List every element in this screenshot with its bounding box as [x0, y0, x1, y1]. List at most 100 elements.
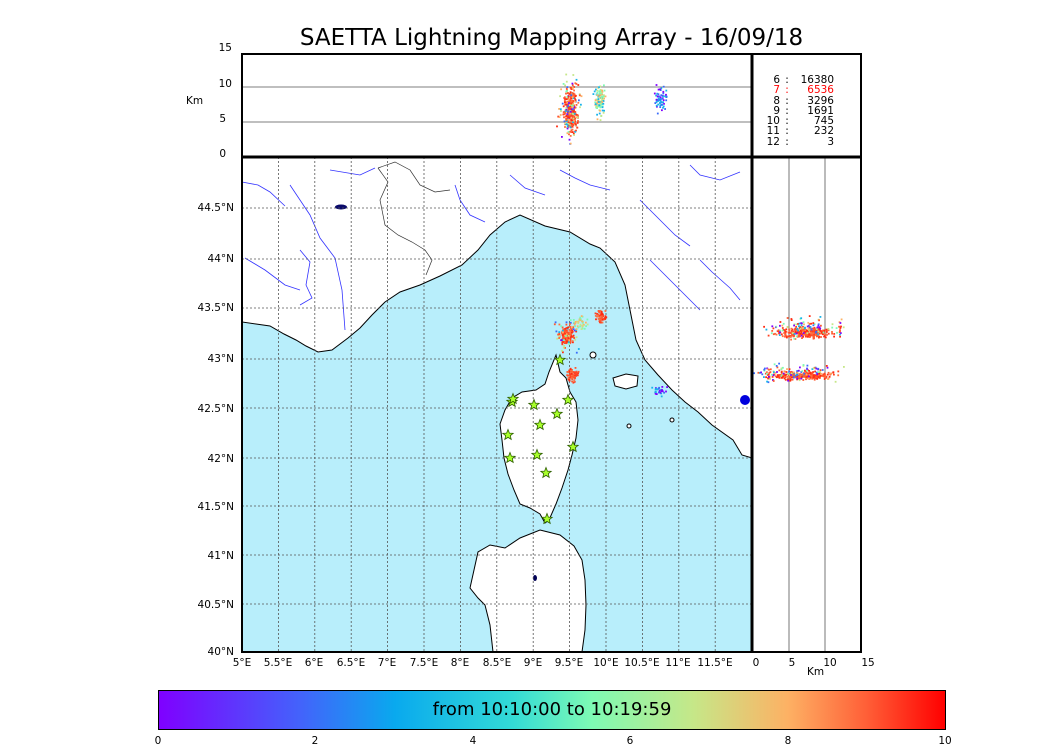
altitude-source [601, 101, 604, 103]
side-source [782, 372, 785, 375]
side-source [802, 334, 805, 336]
lightning-source [581, 327, 584, 330]
lightning-source [562, 346, 565, 349]
side-source [820, 332, 823, 335]
side-source [819, 316, 822, 318]
lightning-source [659, 391, 662, 394]
altitude-source [568, 109, 570, 111]
lightning-source [663, 391, 665, 394]
altitude-source [565, 87, 568, 90]
lightning-source [563, 337, 566, 339]
side-source [806, 364, 809, 367]
altitude-source [663, 102, 665, 105]
side-panel-x-label: Km [807, 666, 825, 678]
altitude-source [574, 95, 577, 97]
side-source [785, 328, 788, 331]
side-source [779, 329, 782, 332]
side-source [799, 326, 801, 328]
side-source [806, 367, 808, 370]
altitude-source [572, 103, 574, 106]
lightning-source [597, 317, 600, 320]
side-source [811, 332, 814, 335]
altitude-source [657, 88, 660, 91]
altitude-source [572, 117, 575, 120]
altitude-source [571, 92, 574, 94]
river-line [639, 199, 691, 247]
altitude-source [571, 87, 574, 89]
altitude-source [601, 93, 603, 96]
side-source [797, 333, 800, 336]
side-source [812, 327, 814, 330]
side-source [798, 325, 800, 328]
altitude-source [579, 106, 581, 109]
altitude-source [565, 103, 568, 106]
side-source [780, 371, 783, 374]
altitude-source [603, 84, 605, 87]
side-source [790, 374, 792, 376]
altitude-source [658, 95, 661, 98]
station-count-row: 7: 6536 [762, 85, 834, 96]
altitude-source [565, 119, 568, 121]
side-source [797, 329, 799, 332]
side-source [803, 375, 805, 378]
side-source [761, 373, 764, 376]
altitude-source [602, 102, 605, 105]
side-source [787, 372, 790, 375]
altitude-source [599, 106, 602, 109]
side-source [829, 372, 832, 375]
lightning-source [574, 325, 576, 328]
side-source [753, 372, 755, 375]
side-source [827, 328, 830, 330]
altitude-source [562, 105, 565, 108]
lightning-source [602, 313, 604, 316]
side-source [831, 332, 833, 335]
lon-tick: 9.5°E [554, 657, 584, 669]
altitude-source [571, 108, 573, 110]
lightning-source [562, 351, 564, 354]
altitude-source [567, 92, 569, 94]
side-source [768, 371, 771, 374]
altitude-source [564, 126, 566, 128]
lightning-source [660, 389, 663, 391]
side-source [808, 326, 811, 329]
lightning-source [660, 395, 663, 398]
altitude-source [561, 136, 563, 138]
altitude-source [660, 87, 663, 90]
side-source [807, 327, 810, 330]
altitude-source [574, 100, 577, 103]
lightning-source [573, 377, 576, 380]
top-panel-y-tick: 15 [218, 42, 232, 54]
side-source [790, 319, 793, 321]
altitude-source [574, 111, 576, 113]
side-source [795, 326, 797, 328]
lightning-source [562, 331, 564, 334]
side-source [771, 330, 774, 332]
lightning-source [665, 390, 667, 393]
altitude-source [569, 91, 572, 94]
side-source [788, 370, 790, 373]
side-source [790, 332, 793, 334]
lon-tick: 9°E [523, 657, 543, 669]
lat-tick: 41.5°N [197, 501, 234, 513]
lightning-source [585, 325, 587, 327]
side-source [803, 330, 805, 332]
side-source [763, 325, 765, 328]
lightning-source [568, 329, 571, 331]
lightning-source [567, 337, 569, 340]
side-source [812, 330, 815, 332]
lightning-source [661, 390, 664, 393]
altitude-source [574, 97, 576, 100]
side-source [781, 324, 784, 327]
altitude-source [599, 109, 601, 112]
side-source [796, 375, 798, 377]
altitude-source [596, 94, 599, 97]
side-source [767, 334, 770, 337]
side-source [781, 329, 784, 332]
side-source [780, 333, 783, 336]
side-source [799, 373, 802, 376]
altitude-source [599, 94, 602, 96]
lake [335, 204, 347, 210]
side-source [797, 335, 800, 338]
altitude-source [600, 95, 603, 98]
station-marker [530, 448, 544, 461]
